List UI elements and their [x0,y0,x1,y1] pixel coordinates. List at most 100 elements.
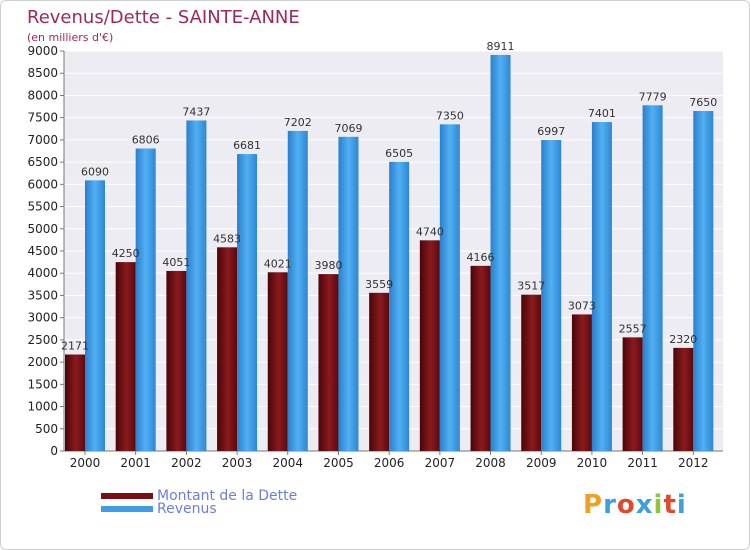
bar-dette [166,270,187,451]
bar-revenus [85,180,105,452]
bar-revenus [287,130,308,451]
legend-swatch-dette [101,493,153,499]
data-label-revenus: 7437 [182,105,210,118]
logo-letter: o [616,490,636,520]
data-label-revenus: 7401 [588,107,616,120]
bar-revenus [389,161,410,451]
bar-dette [217,247,238,451]
y-tick-label: 4000 [27,266,58,280]
data-label-dette: 2557 [619,322,647,335]
data-label-dette: 4583 [213,232,241,245]
x-tick-label: 2011 [627,456,658,470]
data-label-dette: 4740 [416,225,444,238]
y-tick-label: 6000 [27,177,58,191]
data-label-revenus: 7650 [689,96,717,109]
x-tick-label: 2001 [120,456,151,470]
bar-revenus [642,105,663,452]
data-label-revenus: 6090 [81,165,109,178]
x-tick-label: 2000 [70,456,101,470]
data-label-dette: 4051 [162,256,190,269]
bar-dette [369,292,390,451]
legend-swatch-revenus [101,506,153,512]
y-tick-label: 1000 [27,400,58,414]
legend-label-dette: Montant de la Dette [157,488,298,504]
bar-dette [622,337,643,451]
y-tick-label: 3500 [27,288,58,302]
data-label-revenus: 7069 [334,122,362,135]
y-tick-label: 9000 [27,44,58,58]
data-label-dette: 2320 [669,333,697,346]
y-tick-label: 7500 [27,111,58,125]
data-label-revenus: 7350 [436,109,464,122]
bar-dette [673,347,694,451]
data-label-revenus: 6681 [233,139,261,152]
bar-dette [267,272,288,451]
proxiti-logo: Proxiti [583,490,687,520]
data-label-dette: 3517 [517,280,545,293]
legend-label-revenus: Revenus [157,501,217,517]
y-tick-label: 2000 [27,355,58,369]
y-tick-label: 5000 [27,222,58,236]
x-tick-label: 2006 [374,456,405,470]
data-label-revenus: 7202 [284,116,312,129]
bar-revenus [591,122,612,452]
bar-revenus [439,124,460,451]
y-tick-label: 6500 [27,155,58,169]
legend-item-revenus: Revenus [101,501,217,517]
bar-revenus [237,154,258,452]
logo-letter: i [653,490,664,520]
y-tick-label: 8500 [27,66,58,80]
data-label-dette: 4250 [112,247,140,260]
y-tick-label: 7000 [27,133,58,147]
y-tick-label: 500 [35,422,58,436]
x-tick-label: 2009 [526,456,557,470]
data-label-dette: 4021 [264,257,292,270]
bar-dette [470,265,491,451]
bar-dette [318,274,339,451]
bar-revenus [186,120,207,451]
x-tick-label: 2012 [678,456,709,470]
x-tick-label: 2010 [577,456,608,470]
y-tick-label: 5500 [27,200,58,214]
logo-letter: i [676,490,687,520]
data-label-revenus: 8911 [487,40,515,53]
x-tick-label: 2002 [171,456,202,470]
logo-letter: P [583,490,604,520]
bar-dette [115,262,136,451]
bar-revenus [338,136,359,452]
bar-dette [419,240,440,451]
x-tick-label: 2008 [475,456,506,470]
bar-dette [521,294,542,451]
logo-letter: t [663,490,677,520]
y-tick-label: 3000 [27,311,58,325]
data-label-revenus: 6997 [537,125,565,138]
y-tick-label: 4500 [27,244,58,258]
data-label-dette: 4166 [467,251,495,264]
data-label-revenus: 6505 [385,147,413,160]
data-label-dette: 3073 [568,299,596,312]
x-tick-label: 2007 [425,456,456,470]
data-label-revenus: 7779 [639,90,667,103]
chart-subtitle: (en milliers d'€) [27,31,114,44]
x-tick-label: 2005 [323,456,354,470]
legend-item-dette: Montant de la Dette [101,488,298,504]
y-tick-label: 1500 [27,377,58,391]
bar-dette [65,354,85,451]
data-label-dette: 3980 [314,259,342,272]
bar-revenus [541,140,562,451]
bar-dette [571,314,592,451]
data-label-revenus: 6806 [132,134,160,147]
y-tick-label: 2500 [27,333,58,347]
data-label-dette: 2171 [61,340,89,353]
bar-revenus [490,54,511,451]
x-tick-label: 2003 [222,456,253,470]
logo-letter: r [603,490,617,520]
data-label-dette: 3559 [365,278,393,291]
logo-letter: x [635,490,654,520]
chart-title: Revenus/Dette - SAINTE-ANNE [27,7,300,28]
bar-revenus [135,148,156,451]
x-tick-label: 2004 [272,456,303,470]
y-tick-label: 0 [50,444,58,458]
